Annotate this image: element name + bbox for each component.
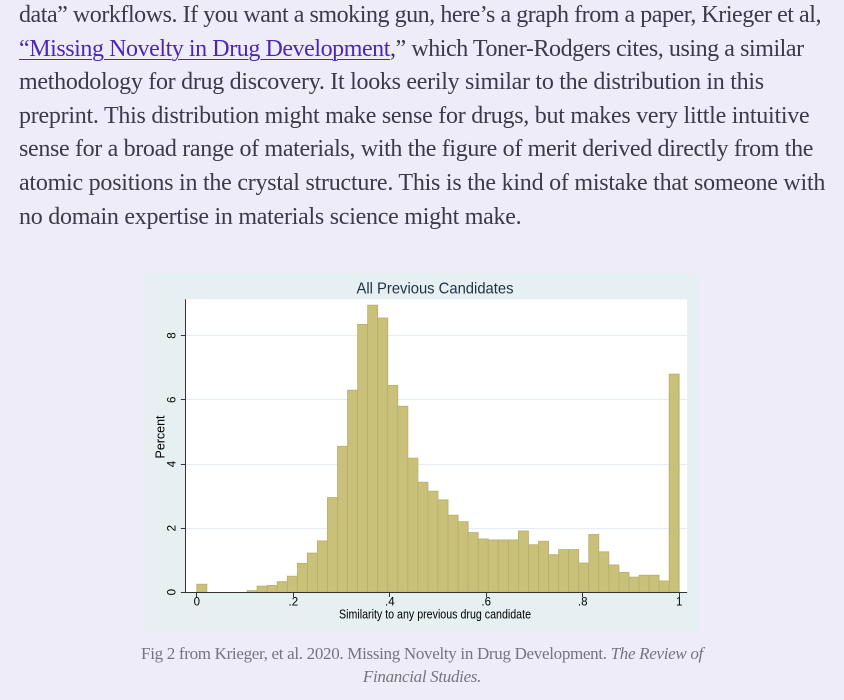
svg-text:1: 1: [676, 597, 682, 609]
svg-text:0: 0: [167, 589, 179, 595]
svg-text:.8: .8: [578, 597, 588, 609]
svg-text:0: 0: [194, 597, 200, 609]
svg-text:4: 4: [167, 460, 179, 467]
svg-text:2: 2: [167, 525, 179, 531]
svg-text:Percent: Percent: [153, 415, 167, 459]
svg-text:6: 6: [167, 397, 179, 403]
svg-text:.4: .4: [385, 597, 395, 609]
svg-text:8: 8: [167, 332, 179, 338]
svg-text:Similarity to any previous dru: Similarity to any previous drug candidat…: [339, 608, 531, 622]
svg-text:.2: .2: [289, 597, 299, 609]
svg-text:.6: .6: [481, 597, 491, 609]
svg-text:All Previous Candidates: All Previous Candidates: [357, 281, 514, 298]
